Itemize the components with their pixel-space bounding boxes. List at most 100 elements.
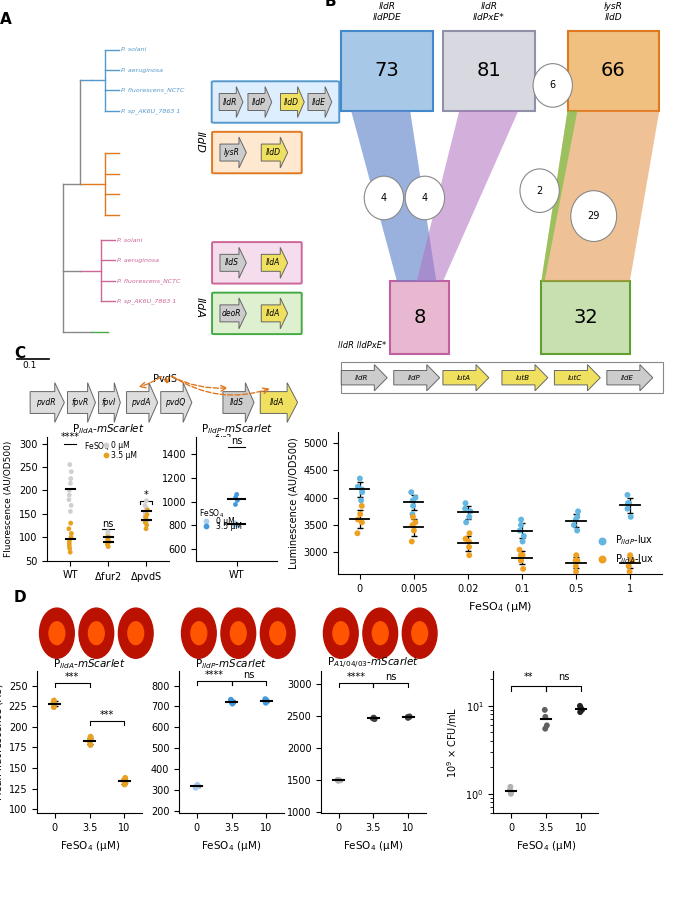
Point xyxy=(141,507,152,522)
Point xyxy=(192,778,203,793)
Point xyxy=(622,488,633,503)
Point xyxy=(402,710,413,725)
Point xyxy=(201,519,212,534)
Point xyxy=(356,515,367,529)
Point xyxy=(190,780,201,795)
Text: 32: 32 xyxy=(573,308,598,327)
Circle shape xyxy=(363,608,397,658)
Point xyxy=(352,480,363,494)
Point xyxy=(103,524,114,539)
Point xyxy=(517,534,528,549)
Point xyxy=(102,537,113,551)
Text: 3.5 μM: 3.5 μM xyxy=(216,522,242,531)
Polygon shape xyxy=(281,86,304,118)
Point xyxy=(192,777,203,792)
Point xyxy=(626,553,637,568)
Text: deoR: deoR xyxy=(222,309,241,318)
Point xyxy=(229,516,240,530)
Point xyxy=(622,501,633,516)
Point xyxy=(571,564,581,579)
Polygon shape xyxy=(99,382,120,423)
Text: 3.5 μM: 3.5 μM xyxy=(111,451,137,460)
Text: ****: **** xyxy=(347,672,366,682)
Text: 0.1: 0.1 xyxy=(22,360,37,369)
Point xyxy=(64,533,75,548)
Text: ns: ns xyxy=(231,436,242,446)
X-axis label: FeSO$_4$ (μM): FeSO$_4$ (μM) xyxy=(468,600,533,614)
Text: pvdR: pvdR xyxy=(36,398,55,407)
Text: 0 μM: 0 μM xyxy=(111,441,129,450)
Title: P$_{lldP}$-$mScarlet$: P$_{lldP}$-$mScarlet$ xyxy=(195,657,268,671)
Point xyxy=(514,523,525,538)
FancyBboxPatch shape xyxy=(541,281,630,354)
Point xyxy=(516,512,527,527)
Point xyxy=(504,783,515,798)
Text: pvdQ: pvdQ xyxy=(165,398,185,407)
Point xyxy=(541,718,552,732)
Polygon shape xyxy=(223,382,254,423)
Point xyxy=(464,509,475,524)
Point xyxy=(368,710,379,725)
Circle shape xyxy=(260,608,295,658)
Point xyxy=(229,517,240,532)
Point xyxy=(141,517,152,532)
Title: P$_{lldA}$-$mScarlet$: P$_{lldA}$-$mScarlet$ xyxy=(72,423,145,437)
Point xyxy=(231,490,241,505)
Point xyxy=(518,562,529,576)
FancyBboxPatch shape xyxy=(341,362,662,393)
Polygon shape xyxy=(161,382,192,423)
Text: A: A xyxy=(0,12,11,28)
Text: FeSO$_4$: FeSO$_4$ xyxy=(84,440,109,453)
X-axis label: FeSO$_4$ (μM): FeSO$_4$ (μM) xyxy=(343,839,404,853)
Point xyxy=(516,517,527,532)
Point xyxy=(623,496,633,511)
Point xyxy=(408,523,419,538)
Point xyxy=(231,487,242,502)
Legend: P$_{lldP}$-lux, P$_{lldA}$-lux: P$_{lldP}$-lux, P$_{lldA}$-lux xyxy=(589,529,658,570)
Point xyxy=(516,553,527,568)
Point xyxy=(84,734,95,749)
Text: 0 μM: 0 μM xyxy=(216,516,235,526)
Text: P. aeruginosa: P. aeruginosa xyxy=(117,258,160,263)
Point xyxy=(572,509,583,524)
Point xyxy=(464,539,475,554)
Point xyxy=(65,476,76,491)
FancyBboxPatch shape xyxy=(212,131,301,174)
Point xyxy=(66,516,76,530)
Circle shape xyxy=(372,622,388,644)
Point xyxy=(64,483,74,498)
Point xyxy=(65,545,76,560)
Circle shape xyxy=(89,622,104,644)
Text: 73: 73 xyxy=(375,62,400,80)
Circle shape xyxy=(533,63,573,108)
FancyBboxPatch shape xyxy=(212,242,301,284)
Point xyxy=(49,693,59,708)
Point xyxy=(120,776,131,790)
Polygon shape xyxy=(341,365,387,391)
X-axis label: FeSO$_4$ (μM): FeSO$_4$ (μM) xyxy=(59,839,120,853)
Polygon shape xyxy=(607,365,653,391)
Point xyxy=(64,541,75,556)
Point xyxy=(369,712,380,727)
Point xyxy=(572,523,583,538)
Text: lldR lldPxE*: lldR lldPxE* xyxy=(338,341,386,350)
Text: lldP: lldP xyxy=(408,375,420,380)
FancyBboxPatch shape xyxy=(567,31,659,111)
Point xyxy=(539,702,550,717)
Polygon shape xyxy=(220,298,246,329)
Point xyxy=(404,709,415,724)
Polygon shape xyxy=(248,86,272,118)
Point xyxy=(85,738,96,753)
Point xyxy=(103,532,114,547)
Point xyxy=(227,697,238,711)
Text: FeSO$_4$: FeSO$_4$ xyxy=(199,508,224,520)
Text: lldR: lldR xyxy=(356,375,368,380)
Point xyxy=(140,509,151,524)
Point xyxy=(368,711,379,726)
Point xyxy=(575,700,586,715)
Y-axis label: Fluorescence (AU/OD500): Fluorescence (AU/OD500) xyxy=(5,440,14,557)
Polygon shape xyxy=(126,382,158,423)
Point xyxy=(103,529,114,544)
Polygon shape xyxy=(220,137,246,168)
Point xyxy=(140,505,151,520)
